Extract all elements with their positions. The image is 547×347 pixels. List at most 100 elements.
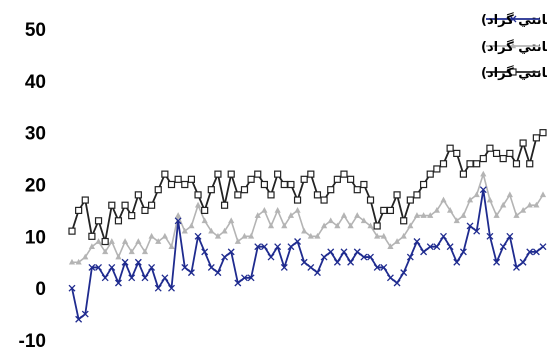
data-point [167,180,176,189]
data-point [135,238,142,244]
data-point [94,217,103,225]
data-point [287,180,295,189]
data-point [134,258,142,266]
data-point [413,212,421,218]
data-point [287,212,295,218]
data-point [479,186,487,194]
legend-label: دماي متوسط (سانتي گراد) [481,39,547,55]
data-point [168,284,175,292]
data-point [194,191,202,199]
data-point [101,237,109,246]
data-point [526,160,534,168]
data-point [121,258,129,266]
data-point [367,222,374,229]
data-point [207,263,215,271]
data-point [307,232,314,239]
data-point [241,274,248,282]
data-point [354,212,361,218]
data-point [161,274,169,282]
data-point [221,253,229,261]
data-point [320,222,328,229]
data-point [393,238,401,244]
data-point [248,232,255,239]
data-point [267,222,275,229]
legend-item: دماي حداكثر (سانتي گراد) [481,65,547,81]
data-point [187,269,195,277]
data-point [141,206,149,215]
data-point [406,253,414,261]
data-point [121,201,129,209]
data-point [466,160,474,168]
data-point [75,258,82,265]
data-point [254,243,262,251]
y-tick-label: 10 [25,227,46,248]
legend-swatch-marker [509,15,517,23]
data-point [373,263,381,271]
data-point [453,258,461,266]
data-point [466,196,474,203]
data-point [175,212,182,218]
data-point [274,206,281,213]
data-point [108,238,115,244]
data-point [95,238,102,244]
data-point [407,222,414,229]
data-point [108,201,116,209]
data-point [320,253,328,261]
data-point [327,217,334,224]
data-point [360,253,368,261]
data-point [247,175,255,183]
data-point [486,144,494,152]
data-point [513,212,520,218]
data-point [101,274,109,282]
data-point [386,206,395,215]
data-point [513,263,520,271]
data-point [333,175,341,183]
data-point [128,248,135,255]
data-point [420,248,428,256]
data-point [466,222,474,230]
data-point [188,222,195,229]
data-point [214,269,222,277]
data-point [141,248,149,255]
data-point [433,206,440,213]
data-point [254,212,261,218]
data-point [360,180,368,189]
data-point [366,196,375,204]
data-point [115,253,122,260]
data-point [493,258,501,266]
data-point [374,232,381,239]
series-2 [68,129,547,246]
data-point [347,175,355,183]
data-point [506,191,513,198]
data-point [68,284,76,292]
y-tick-label: 30 [25,124,46,145]
data-point [479,154,487,163]
y-axis: -10 0 10 20 30 40 50 [19,20,46,347]
data-point [194,232,202,240]
data-point [254,170,262,178]
data-point [347,258,355,266]
data-point [68,258,76,265]
data-point [161,170,169,178]
data-point [499,243,507,251]
data-point [148,263,156,271]
data-point [234,279,242,287]
data-point [539,191,547,198]
data-point [75,206,83,215]
data-point [473,191,480,198]
legend-item: دماي حداقل (سانتي گراد) [481,12,547,28]
data-point [181,263,189,271]
data-point [380,232,387,239]
data-point [440,232,447,240]
data-point [181,180,189,189]
data-point [102,248,109,255]
data-point [128,212,136,220]
data-point [340,170,348,178]
data-point [88,263,96,271]
data-point [234,238,241,244]
data-point [360,217,367,224]
data-point [393,279,401,287]
data-point [400,232,407,239]
data-point [214,170,222,178]
data-point [227,170,235,178]
